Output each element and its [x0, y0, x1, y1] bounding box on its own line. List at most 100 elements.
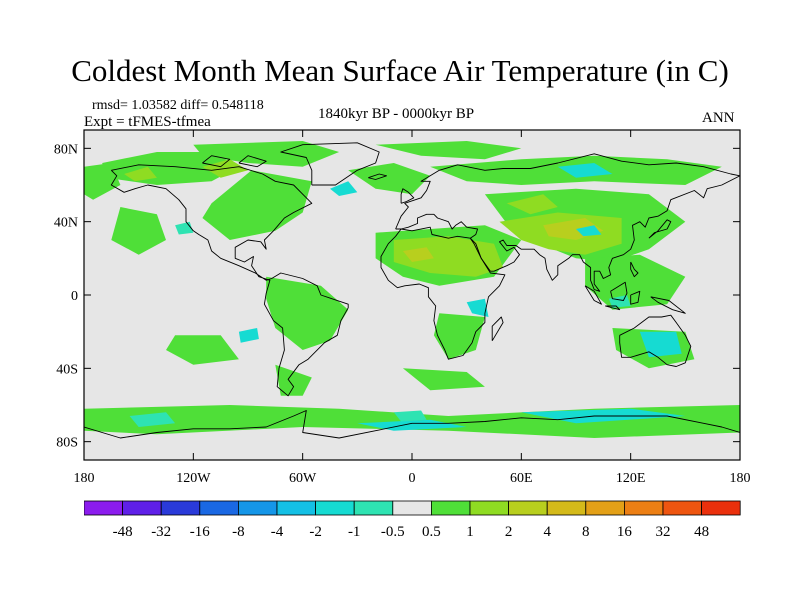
coastline [491, 316, 504, 342]
colorbar-label: 16 [617, 524, 633, 540]
colorbar-label: 1 [466, 524, 474, 540]
contour-region [402, 368, 485, 391]
colorbar-label: -0.5 [381, 524, 405, 540]
contour-region [375, 141, 522, 160]
colorbar-box [392, 500, 432, 516]
colorbar-box [122, 500, 162, 516]
lon-tick-label: 120W [176, 471, 211, 486]
lat-tick-label: 80S [56, 436, 78, 451]
lon-tick-label: 60E [510, 471, 533, 486]
colorbar-box [237, 500, 278, 516]
lat-tick-label: 0 [71, 289, 78, 304]
colorbar-box [353, 500, 394, 516]
coastline [280, 142, 380, 186]
contour-region [330, 181, 358, 196]
colorbar-label: -16 [190, 524, 210, 540]
colorbar-box [546, 500, 587, 516]
lon-tick-label: 180 [74, 471, 95, 486]
coastline [238, 155, 267, 168]
colorbar-box [84, 500, 123, 516]
colorbar-label: -1 [348, 524, 361, 540]
colorbar-box [508, 500, 548, 516]
coastline [380, 226, 506, 360]
coastline [368, 173, 387, 180]
colorbar-label: -48 [113, 524, 133, 540]
colorbar-box [430, 500, 471, 516]
contour-region [193, 141, 340, 167]
coastlines [84, 142, 740, 439]
contour-region [124, 166, 157, 182]
lat-tick-label: 80N [54, 142, 78, 157]
colorbar-box [624, 500, 664, 516]
period-label: 1840kyr BP - 0000kyr BP [318, 106, 475, 122]
coastline [630, 261, 639, 278]
contour-region [576, 225, 602, 237]
colorbar-label: 2 [505, 524, 512, 540]
colorbar: -48 -32 -16 -8 -4 -2 -1 -0.5 0.5 1 2 4 8 16 32 48 [84, 500, 741, 540]
colorbar-label: -32 [151, 524, 171, 540]
colorbar-label: 0.5 [422, 524, 441, 540]
colorbar-label: 32 [656, 524, 671, 540]
contour-region [433, 313, 485, 360]
temperature-field [84, 141, 740, 438]
colorbar-box [160, 500, 201, 516]
lon-tick-label: 120E [616, 471, 646, 486]
contour-region [348, 163, 431, 195]
colorbar-label: -8 [232, 524, 245, 540]
colorbar-labels: -48 -32 -16 -8 -4 -2 -1 -0.5 0.5 1 2 4 8 16 32 48 [113, 524, 709, 540]
coastline [619, 314, 692, 367]
colorbar-boxes [84, 500, 741, 516]
contour-region [608, 295, 631, 308]
season-label: ANN [702, 110, 735, 126]
contour-region [238, 328, 259, 343]
lon-tick-label: 60W [289, 471, 317, 486]
contour-region [111, 207, 166, 255]
coastline [610, 281, 628, 301]
colorbar-box [199, 500, 239, 516]
contour-region [393, 410, 427, 422]
contour-region [585, 254, 686, 310]
lon-tick-label: 0 [409, 471, 416, 486]
coastline [202, 155, 231, 168]
experiment-label: Expt = tFMES-tfmea [84, 114, 211, 130]
contour-region [275, 364, 312, 396]
coastline [400, 188, 415, 204]
coastline [630, 290, 641, 305]
coastline [650, 296, 686, 314]
colorbar-box [315, 500, 355, 516]
colorbar-label: 4 [543, 524, 551, 540]
colorbar-label: -2 [309, 524, 322, 540]
colorbar-label: -4 [271, 524, 284, 540]
contour-region [357, 419, 467, 431]
colorbar-label: 8 [582, 524, 590, 540]
coastline [110, 164, 349, 397]
coastline [605, 305, 621, 311]
contour-region [402, 247, 434, 262]
coastline [84, 410, 740, 439]
coastline [395, 153, 740, 292]
stats-label: rmsd= 1.03582 diff= 0.548118 [92, 98, 264, 113]
contour-region [129, 412, 176, 427]
contour-region [466, 298, 489, 317]
colorbar-label: 48 [694, 524, 709, 540]
contour-region [639, 331, 682, 358]
lat-tick-label: 40N [54, 216, 78, 231]
contour-region [557, 163, 613, 178]
colorbar-box [701, 500, 741, 516]
lat-tick-label: 40S [56, 362, 78, 377]
contour-region [84, 163, 121, 200]
contour-region [506, 194, 558, 215]
lon-tick-label: 180 [730, 471, 751, 486]
coastline [584, 285, 602, 305]
colorbar-box [469, 500, 509, 516]
contour-region [202, 170, 312, 240]
longitude-axis: 180 120W 60W 0 60E 120E 180 [74, 130, 751, 486]
contour-region [166, 335, 239, 365]
coastline [648, 219, 672, 239]
latitude-axis: 80N 40N 0 40S 80S [54, 142, 740, 451]
colorbar-box [585, 500, 625, 516]
contour-region [266, 276, 349, 350]
colorbar-box [662, 500, 702, 516]
plot-title: Coldest Month Mean Surface Air Temperatu… [71, 53, 729, 88]
